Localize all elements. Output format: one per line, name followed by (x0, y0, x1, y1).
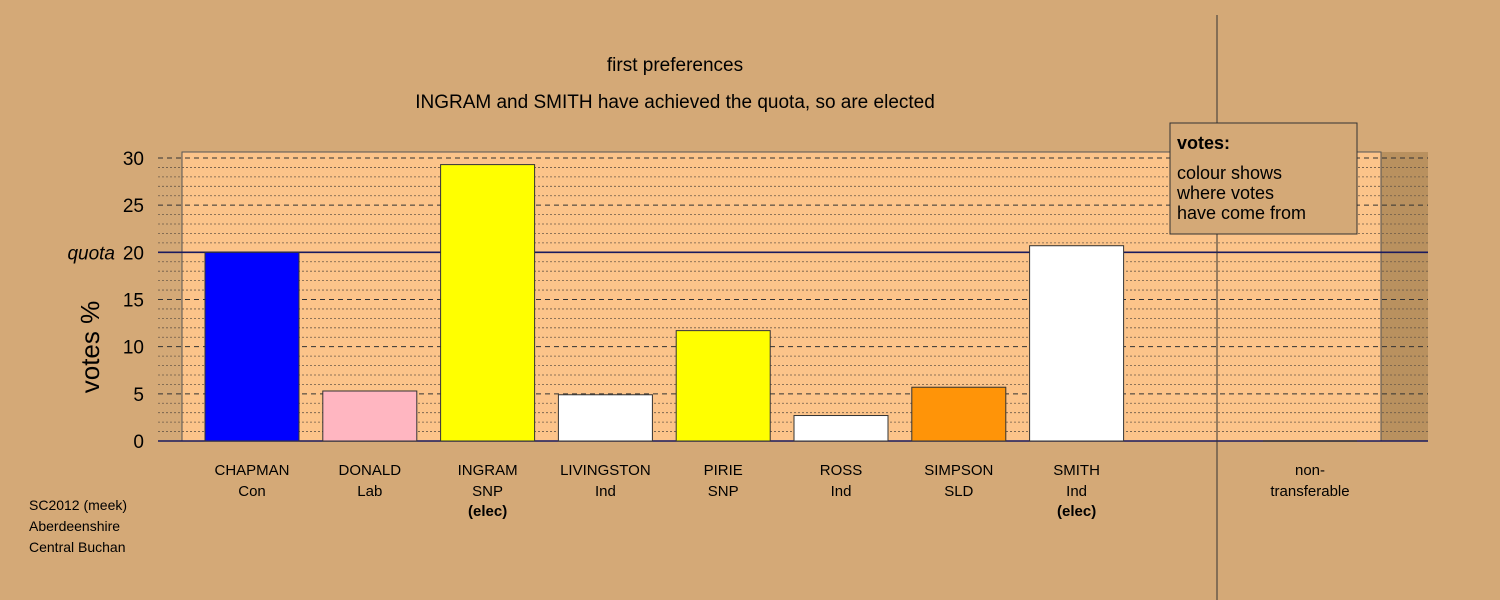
party-label: SLD (944, 483, 973, 500)
legend-title: votes: (1177, 133, 1230, 153)
chart-subtitle: INGRAM and SMITH have achieved the quota… (415, 92, 935, 113)
bar-ross (793, 415, 889, 442)
category-label: LIVINGSTON (560, 462, 651, 479)
legend: votes: colour shows where votes have com… (1169, 122, 1358, 235)
nontransferable-label-1: non- (1295, 462, 1325, 479)
source-line-1: SC2012 (meek) (29, 497, 127, 513)
legend-line-1: colour shows (1177, 163, 1282, 183)
party-label: Ind (1066, 483, 1087, 500)
y-tick-label: 15 (123, 291, 144, 312)
category-label: SIMPSON (924, 462, 993, 479)
party-label: Con (238, 483, 266, 500)
legend-box (1169, 122, 1358, 235)
bar-smith (1029, 245, 1125, 442)
elected-label: (elec) (1057, 503, 1096, 520)
y-tick-label: 30 (123, 149, 144, 170)
category-label: PIRIE (704, 462, 743, 479)
category-label: CHAPMAN (214, 462, 289, 479)
nontransferable-label-2: transferable (1270, 483, 1349, 500)
bar-chapman (204, 251, 300, 442)
legend-line-2: where votes (1176, 183, 1274, 203)
bar-livingston (557, 394, 653, 442)
y-tick-label: 5 (133, 385, 144, 406)
y-tick-label: 25 (123, 196, 144, 217)
bar-ingram (440, 164, 536, 442)
bar-pirie (675, 330, 771, 442)
source-note: SC2012 (meek) Aberdeenshire Central Buch… (29, 497, 127, 555)
quota-label: quota (67, 243, 115, 264)
bar-simpson (911, 386, 1007, 442)
category-label: INGRAM (458, 462, 518, 479)
category-label: SMITH (1053, 462, 1100, 479)
legend-line-3: have come from (1177, 203, 1306, 223)
party-label: Ind (831, 483, 852, 500)
elected-label: (elec) (468, 503, 507, 520)
party-label: SNP (472, 483, 503, 500)
party-label: Lab (357, 483, 382, 500)
y-tick-label: 0 (133, 432, 144, 453)
party-label: SNP (708, 483, 739, 500)
y-axis-label: votes % (75, 301, 105, 394)
y-tick-label: 10 (123, 338, 144, 359)
chart-title: first preferences (607, 55, 743, 76)
party-label: Ind (595, 483, 616, 500)
plot-margin-shade (1381, 152, 1428, 441)
bar-donald (322, 390, 418, 442)
y-tick-label: 20 (123, 243, 144, 264)
category-label: ROSS (820, 462, 863, 479)
category-label: DONALD (339, 462, 402, 479)
source-line-2: Aberdeenshire (29, 518, 120, 534)
source-line-3: Central Buchan (29, 539, 126, 555)
